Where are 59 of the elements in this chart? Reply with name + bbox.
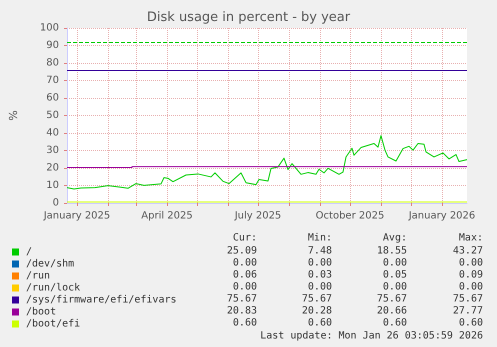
text: 20.66: [376, 306, 407, 316]
text: 0.00: [308, 258, 332, 268]
legend-label: /: [26, 246, 32, 258]
text: Max:: [458, 232, 483, 244]
text: Min:: [308, 232, 332, 244]
x-tick-label: January 2025: [42, 210, 110, 222]
text: 0.60: [308, 318, 332, 328]
y-tick-label: 60: [46, 92, 59, 104]
y-tick-label: 0: [52, 198, 59, 208]
text: 75.67: [376, 294, 407, 304]
text: 0.00: [458, 282, 483, 292]
text: 7.48: [308, 246, 332, 256]
text: 0.06: [232, 270, 257, 280]
text: 0.60: [382, 318, 407, 328]
text: 0.00: [382, 282, 407, 292]
line-series: [66, 135, 468, 190]
text: 0.00: [458, 258, 483, 268]
text: 0.05: [382, 270, 407, 280]
y-tick-label: 70: [46, 75, 59, 86]
x-tick-label: July 2025: [234, 210, 282, 222]
x-tick-label: January 2026: [408, 210, 476, 222]
legend-label: /run/lock: [26, 282, 80, 294]
text: Cur:: [232, 232, 257, 244]
text: 75.67: [302, 294, 332, 304]
text: 20.28: [302, 306, 332, 316]
text: 0.09: [458, 270, 483, 280]
x-tick-label: April 2025: [141, 210, 193, 222]
chart-title: Disk usage in percent - by year: [146, 10, 351, 25]
text: 75.67: [226, 294, 257, 304]
y-tick-label: 20: [46, 162, 59, 174]
y-tick-label: 100: [40, 22, 59, 34]
text: 0.03: [308, 270, 332, 280]
text: Last update: Mon Jan 26 03:05:59 2026: [260, 330, 483, 342]
text: Avg:: [382, 232, 407, 244]
y-tick-label: 40: [46, 128, 59, 138]
text: 0.00: [382, 258, 407, 268]
text: 18.55: [376, 246, 407, 256]
text: 0.00: [232, 282, 257, 292]
legend-label: /dev/shm: [26, 258, 74, 270]
y-tick-label: 10: [46, 180, 59, 191]
legend-label: /boot: [26, 306, 56, 318]
legend-label: /run: [26, 270, 50, 282]
text: 75.67: [452, 294, 483, 304]
legend-label: /boot/efi: [26, 318, 80, 330]
y-axis-title: %: [7, 110, 20, 121]
text: 0.00: [232, 258, 257, 268]
text: 27.77: [452, 306, 483, 316]
x-tick-label: October 2025: [316, 210, 384, 222]
y-tick-label: 80: [46, 58, 59, 68]
y-tick-label: 90: [46, 40, 59, 51]
text: 0.60: [458, 318, 483, 328]
text: 20.83: [226, 306, 257, 316]
y-tick-label: 50: [46, 110, 59, 121]
y-tick-label: 30: [46, 145, 59, 156]
text: 43.27: [452, 246, 483, 256]
legend-label: /sys/firmware/efi/efivars: [26, 294, 177, 306]
text: 0.00: [308, 282, 332, 292]
text: 25.09: [226, 246, 257, 256]
text: 0.60: [232, 318, 257, 328]
